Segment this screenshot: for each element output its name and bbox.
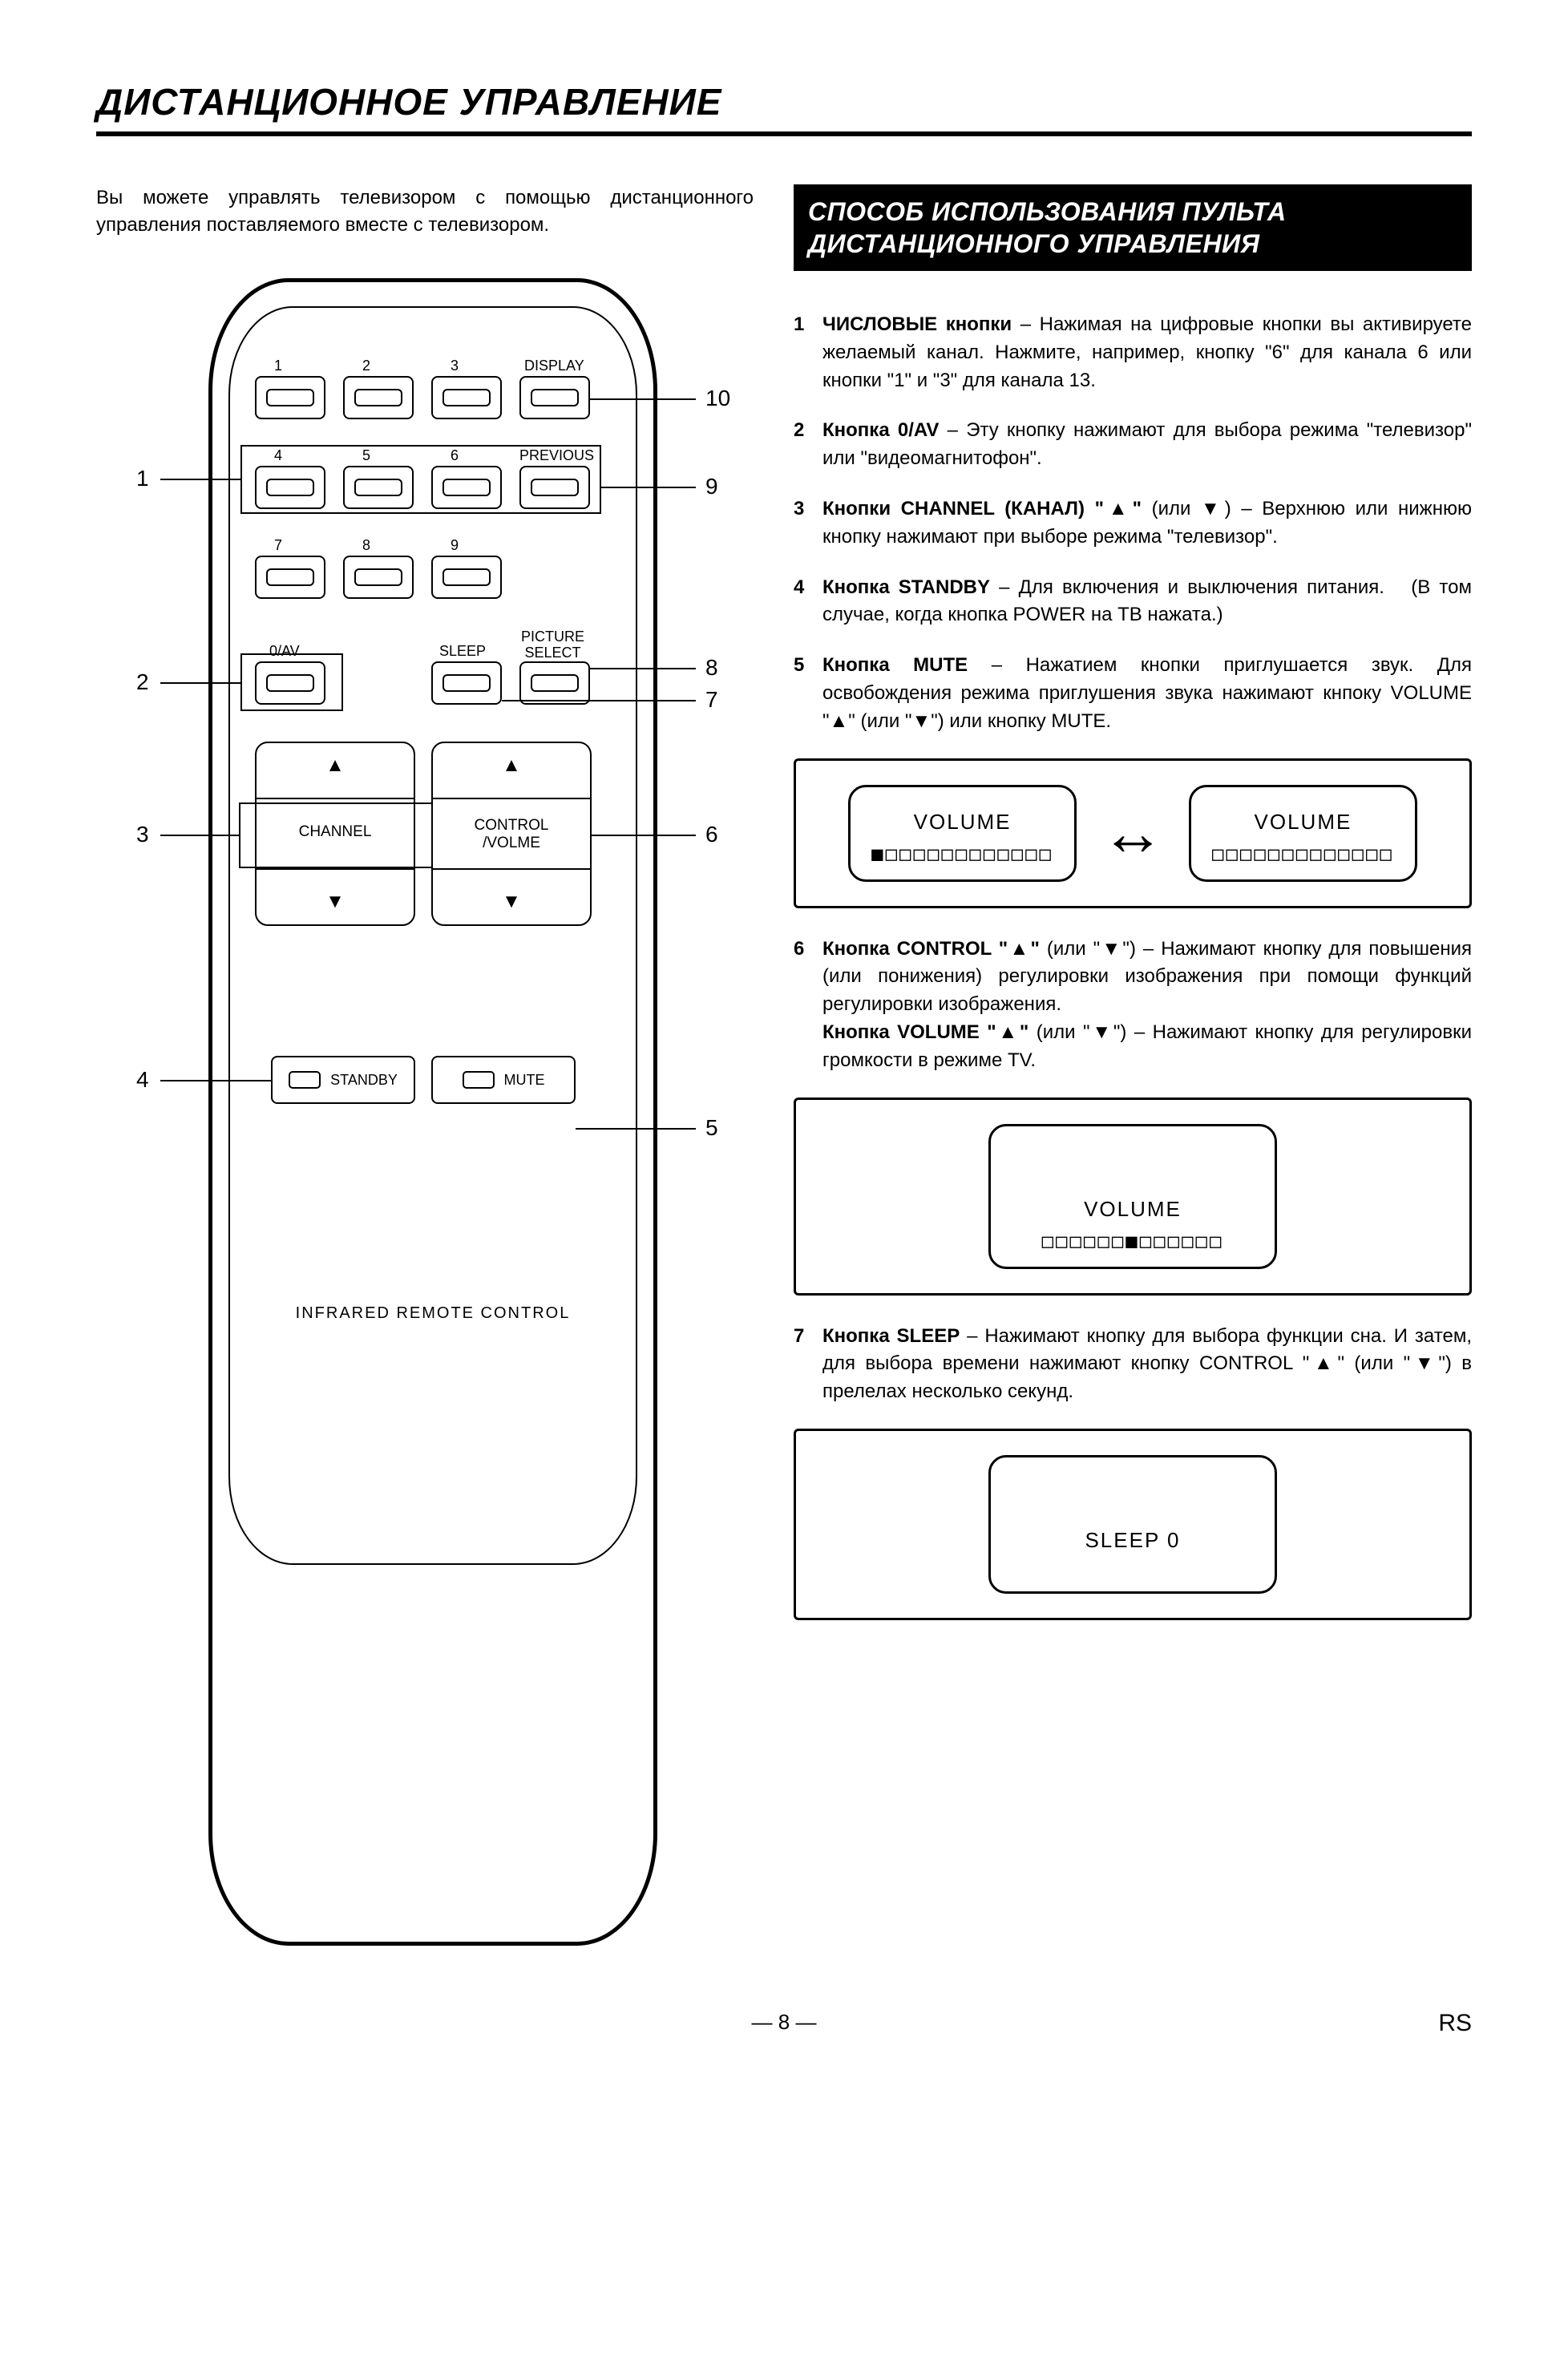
num-button-9[interactable] — [431, 556, 502, 599]
item-2-num: 2 — [794, 417, 822, 473]
callout-1: 1 — [136, 466, 149, 491]
display-button[interactable] — [519, 376, 590, 419]
callout-box-2 — [240, 653, 343, 711]
display-label: DISPLAY — [524, 358, 584, 374]
num-button-8[interactable] — [343, 556, 414, 599]
num-9-label: 9 — [451, 538, 459, 554]
channel-up-icon: ▲ — [325, 754, 345, 777]
banner-line-2: ДИСТАНЦИОННОГО УПРАВЛЕНИЯ — [808, 229, 1259, 258]
item-4-body: Кнопка STANDBY – Для включения и выключе… — [822, 574, 1472, 630]
item-3-num: 3 — [794, 495, 822, 552]
num-button-2[interactable] — [343, 376, 414, 419]
description-list-3: 7Кнопка SLEEP – Нажимают кнопку для выбо… — [794, 1323, 1472, 1406]
osd-volume-mid-bar: □□□□□□■□□□□□□ — [1012, 1230, 1254, 1252]
picture-select-label: PICTURE SELECT — [521, 629, 584, 661]
item-7-body: Кнопка SLEEP – Нажимают кнопку для выбор… — [822, 1323, 1472, 1406]
double-arrow-icon: ↔ — [1101, 801, 1165, 865]
channel-down-icon: ▼ — [325, 891, 345, 913]
callout-box-1-9 — [240, 445, 601, 514]
osd-volume-single: VOLUME □□□□□□■□□□□□□ — [794, 1098, 1472, 1296]
item-2-body: Кнопка 0/AV – Эту кнопку нажимают для вы… — [822, 417, 1472, 473]
osd-volume-mid: VOLUME □□□□□□■□□□□□□ — [988, 1124, 1277, 1269]
osd-volume-pair: VOLUME ■□□□□□□□□□□□□ ↔ VOLUME □□□□□□□□□□… — [794, 758, 1472, 908]
num-8-label: 8 — [362, 538, 370, 554]
sleep-label: SLEEP — [439, 644, 486, 660]
item-1-num: 1 — [794, 311, 822, 394]
callout-box-3 — [239, 802, 433, 868]
num-3-label: 3 — [451, 358, 459, 374]
callout-7: 7 — [705, 687, 718, 713]
osd-volume-right: VOLUME □□□□□□□□□□□□□ — [1189, 785, 1417, 882]
page-number: — 8 — — [752, 2010, 817, 2034]
osd-volume-mid-label: VOLUME — [1012, 1197, 1254, 1222]
item-5-num: 5 — [794, 652, 822, 735]
callout-9: 9 — [705, 474, 718, 499]
num-7-label: 7 — [274, 538, 282, 554]
left-column: Вы можете управлять телевизором с помощь… — [96, 184, 754, 1962]
section-banner: СПОСОБ ИСПОЛЬЗОВАНИЯ ПУЛЬТА ДИСТАНЦИОННО… — [794, 184, 1472, 271]
page-footer: — 8 — RS — [96, 2010, 1472, 2035]
two-column-layout: Вы можете управлять телевизором с помощь… — [96, 184, 1472, 1962]
num-1-label: 1 — [274, 358, 282, 374]
callout-10: 10 — [705, 386, 730, 411]
num-button-1[interactable] — [255, 376, 325, 419]
callout-5: 5 — [705, 1115, 718, 1141]
control-volume-rocker[interactable]: ▲ CONTROL /VOLME ▼ — [431, 742, 592, 926]
osd-sleep: SLEEP 0 — [794, 1429, 1472, 1620]
callout-3: 3 — [136, 822, 149, 847]
item-4-num: 4 — [794, 574, 822, 630]
callout-2: 2 — [136, 669, 149, 695]
item-6-body: Кнопка CONTROL "▲" (или "▼") – Нажимают … — [822, 936, 1472, 1075]
callout-4: 4 — [136, 1067, 149, 1093]
item-6-num: 6 — [794, 936, 822, 1075]
description-list: 1ЧИСЛОВЫЕ кнопки – Нажимая на цифровые к… — [794, 311, 1472, 736]
remote-figure: 1 2 3 DISPLAY 4 5 6 PREVIOUS 7 8 9 — [96, 278, 754, 1962]
sleep-button[interactable] — [431, 661, 502, 705]
num-button-3[interactable] — [431, 376, 502, 419]
standby-button-label: STANDBY — [330, 1072, 398, 1089]
item-1-body: ЧИСЛОВЫЕ кнопки – Нажимая на цифровые кн… — [822, 311, 1472, 394]
callout-8: 8 — [705, 655, 718, 681]
item-7-num: 7 — [794, 1323, 822, 1406]
standby-button[interactable]: STANDBY — [271, 1056, 415, 1104]
osd-volume-left-bar: ■□□□□□□□□□□□□ — [871, 843, 1053, 865]
mute-button-label: MUTE — [504, 1072, 545, 1089]
picture-select-button[interactable] — [519, 661, 590, 705]
osd-volume-right-label: VOLUME — [1212, 810, 1394, 835]
osd-volume-left-label: VOLUME — [871, 810, 1053, 835]
num-button-7[interactable] — [255, 556, 325, 599]
mute-button[interactable]: MUTE — [431, 1056, 576, 1104]
intro-text: Вы можете управлять телевизором с помощь… — [96, 184, 754, 238]
description-list-2: 6Кнопка CONTROL "▲" (или "▼") – Нажимают… — [794, 936, 1472, 1075]
item-3-body: Кнопки CHANNEL (КАНАЛ) "▲" (или ▼) – Вер… — [822, 495, 1472, 552]
num-2-label: 2 — [362, 358, 370, 374]
banner-line-1: СПОСОБ ИСПОЛЬЗОВАНИЯ ПУЛЬТА — [808, 197, 1287, 226]
callout-6: 6 — [705, 822, 718, 847]
control-down-icon: ▼ — [502, 891, 521, 913]
right-column: СПОСОБ ИСПОЛЬЗОВАНИЯ ПУЛЬТА ДИСТАНЦИОННО… — [794, 184, 1472, 1962]
remote-bottom-label: INFRARED REMOTE CONTROL — [208, 1304, 657, 1323]
page-rs: RS — [1438, 2010, 1472, 2037]
osd-sleep-inner: SLEEP 0 — [988, 1455, 1277, 1594]
page-title: ДИСТАНЦИОННОЕ УПРАВЛЕНИЕ — [96, 80, 1472, 136]
control-up-icon: ▲ — [502, 754, 521, 777]
item-5-body: Кнопка MUTE – Нажатием кнопки приглушает… — [822, 652, 1472, 735]
control-volume-label: CONTROL /VOLME — [433, 817, 590, 852]
osd-sleep-label: SLEEP 0 — [1012, 1528, 1254, 1553]
osd-volume-right-bar: □□□□□□□□□□□□□ — [1212, 843, 1394, 865]
osd-volume-left: VOLUME ■□□□□□□□□□□□□ — [848, 785, 1077, 882]
